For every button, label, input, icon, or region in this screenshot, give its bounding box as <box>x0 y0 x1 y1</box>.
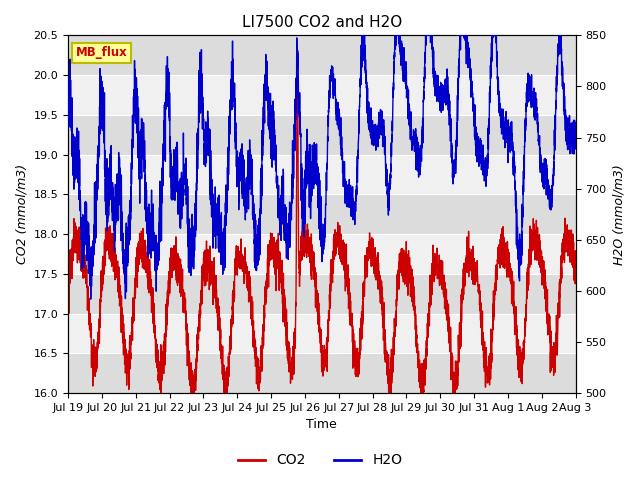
Bar <box>68 75 575 115</box>
Bar <box>68 155 575 194</box>
Bar <box>68 313 575 353</box>
Bar <box>68 234 575 274</box>
Legend: CO2, H2O: CO2, H2O <box>232 448 408 473</box>
X-axis label: Time: Time <box>307 419 337 432</box>
Bar <box>68 36 575 75</box>
Text: MB_flux: MB_flux <box>76 46 127 59</box>
Y-axis label: H2O (mmol/m3): H2O (mmol/m3) <box>612 164 625 264</box>
Bar <box>68 274 575 313</box>
Bar <box>68 194 575 234</box>
Title: LI7500 CO2 and H2O: LI7500 CO2 and H2O <box>242 15 402 30</box>
Bar <box>68 353 575 393</box>
Bar <box>68 115 575 155</box>
Y-axis label: CO2 (mmol/m3): CO2 (mmol/m3) <box>15 164 28 264</box>
